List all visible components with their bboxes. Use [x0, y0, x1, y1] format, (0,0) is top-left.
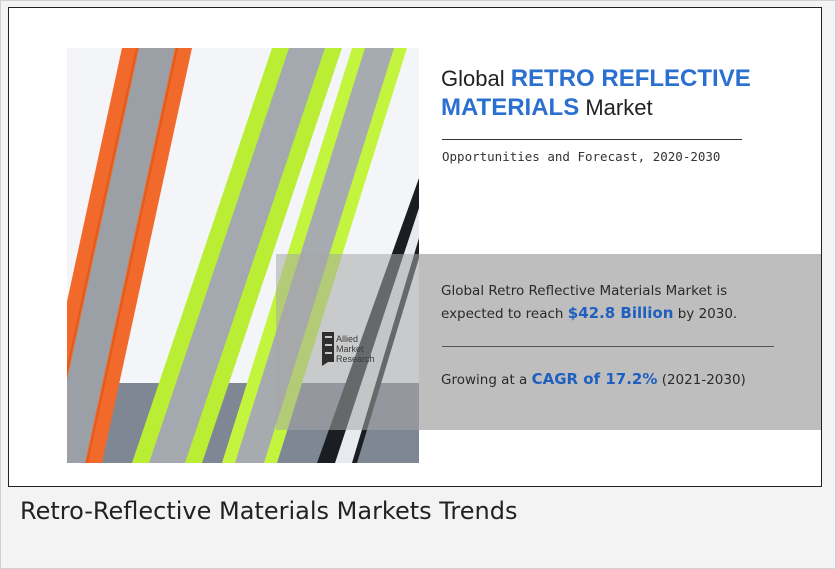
logo-text-line2: Market: [336, 344, 364, 354]
cagr-value: CAGR of 17.2%: [531, 370, 658, 388]
market-statement-line1: Global Retro Reflective Materials Market…: [441, 283, 728, 299]
cagr-prefix: Growing at a: [441, 372, 532, 388]
logo-text-line1: Allied: [336, 334, 359, 344]
title-accent-2: MATERIALS: [441, 94, 580, 121]
title-suffix: Market: [579, 95, 653, 120]
infographic-subtitle: Opportunities and Forecast, 2020-2030: [442, 149, 721, 164]
title-divider: [442, 139, 742, 140]
market-value: $42.8 Billion: [567, 304, 674, 322]
cagr-statement: Growing at a CAGR of 17.2% (2021-2030): [441, 368, 801, 391]
statement-prefix: expected to reach: [441, 306, 568, 322]
statement-suffix: by 2030.: [673, 306, 738, 322]
figure-caption: Retro-Reflective Materials Markets Trend…: [20, 497, 518, 525]
title-line-1: Global RETRO REFLECTIVE: [441, 65, 801, 93]
infographic-image: Allied Market Research Global RETRO REFL…: [8, 7, 822, 487]
title-prefix: Global: [441, 66, 511, 91]
logo-text-line3: Research: [336, 354, 375, 364]
title-line-2: MATERIALS Market: [441, 94, 801, 122]
reflective-straps-photo: [67, 48, 419, 463]
cagr-suffix: (2021-2030): [657, 372, 746, 388]
title-accent-1: RETRO REFLECTIVE: [510, 65, 751, 92]
allied-market-research-logo: Allied Market Research: [322, 330, 408, 378]
logo-icon: [322, 332, 334, 366]
infographic-title: Global RETRO REFLECTIVE MATERIALS Market: [441, 65, 801, 122]
info-band-overlay: [276, 254, 821, 430]
market-statement-line2: expected to reach $42.8 Billion by 2030.: [441, 302, 801, 325]
statement-divider: [442, 346, 774, 347]
